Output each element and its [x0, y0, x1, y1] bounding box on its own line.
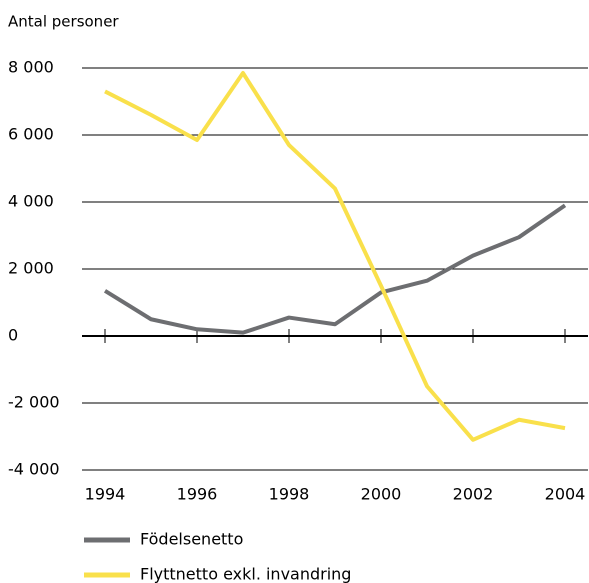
y-axis-title: Antal personer [8, 13, 119, 31]
x-tick-label: 1994 [85, 485, 126, 504]
legend-label: Födelsenetto [140, 530, 243, 549]
series-line [104, 71, 566, 442]
y-tick-label: 4 000 [8, 192, 54, 211]
y-tick-label: -4 000 [8, 460, 60, 479]
legend-label: Flyttnetto exkl. invandring [140, 565, 351, 583]
x-tick-label: 2002 [453, 485, 494, 504]
y-tick-label: 2 000 [8, 259, 54, 278]
y-tick-label: 8 000 [8, 58, 54, 77]
x-tick-label: 2000 [361, 485, 402, 504]
x-tick-label: 1998 [269, 485, 310, 504]
y-tick-label: 6 000 [8, 125, 54, 144]
x-tick-label: 2004 [545, 485, 586, 504]
x-tick-label: 1996 [177, 485, 218, 504]
series-line [103, 203, 567, 335]
y-tick-label: -2 000 [8, 393, 60, 412]
y-tick-label: 0 [8, 326, 18, 345]
